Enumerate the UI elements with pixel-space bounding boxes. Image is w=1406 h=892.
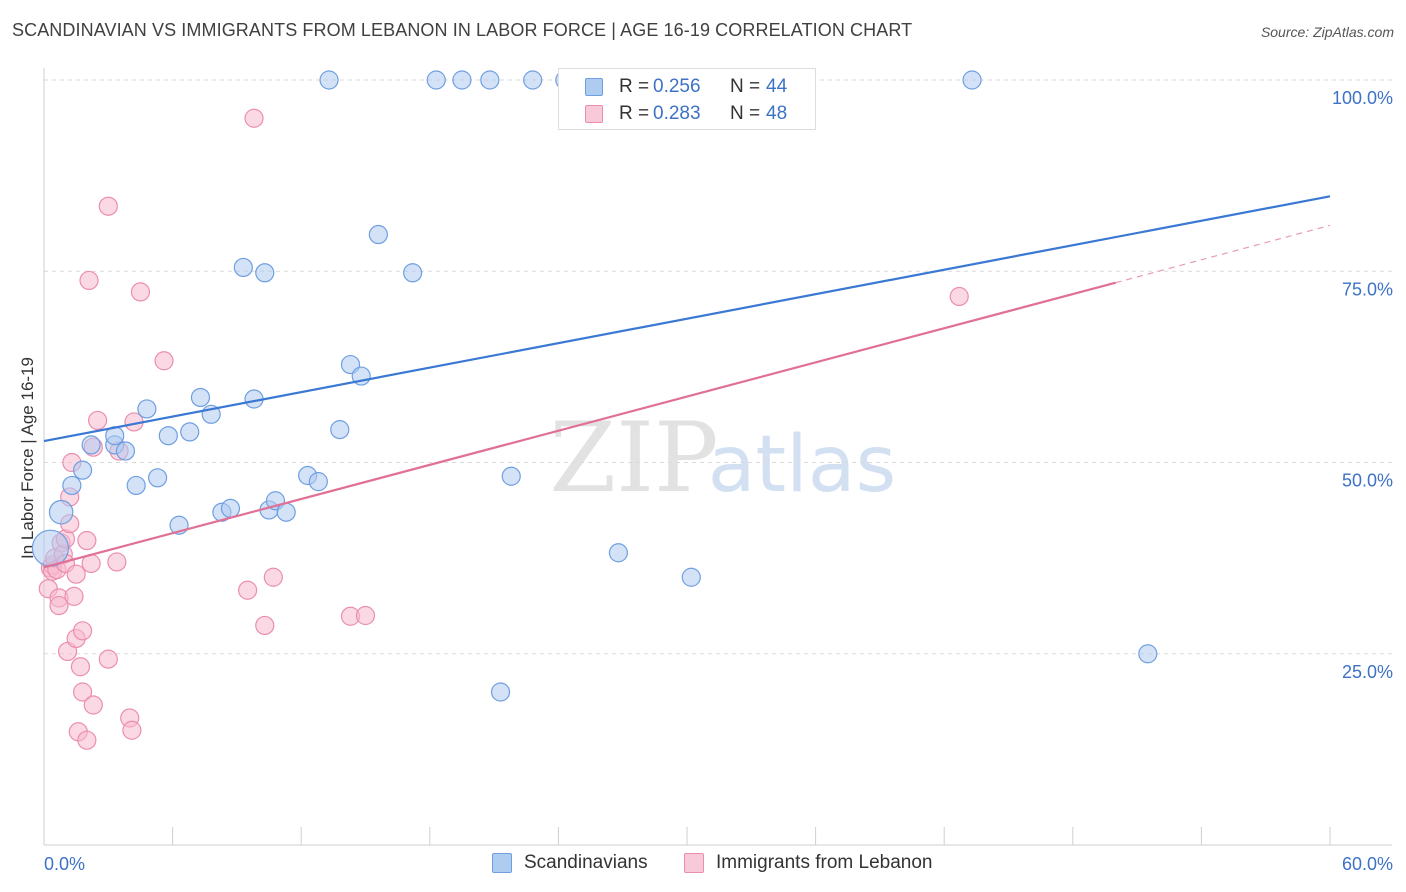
legend-label-scandinavians: Scandinavians bbox=[524, 852, 648, 873]
lebanon-trend-line bbox=[43, 281, 1116, 569]
lebanon-point bbox=[64, 586, 84, 606]
scandinavian-point bbox=[276, 502, 296, 522]
pink-swatch bbox=[585, 105, 603, 123]
scandinavian-point bbox=[681, 567, 701, 587]
lebanon-point bbox=[122, 720, 142, 740]
lebanon-point bbox=[72, 621, 93, 641]
legend-label-lebanon: Immigrants from Lebanon bbox=[716, 852, 933, 873]
scandinavian-point bbox=[608, 543, 629, 563]
n-label: N = bbox=[730, 76, 761, 97]
scandinavian-point bbox=[48, 499, 74, 525]
r-label: R = bbox=[619, 76, 650, 97]
y-tick-label: 75.0% bbox=[1342, 279, 1393, 299]
scandinavian-point bbox=[480, 70, 500, 90]
scandinavian-point bbox=[81, 435, 101, 455]
legend-item-lebanon[interactable]: Immigrants from Lebanon bbox=[684, 852, 933, 874]
r-value: 0.283 bbox=[653, 103, 701, 124]
watermark-atlas: atlas bbox=[708, 420, 897, 510]
lebanon-point bbox=[77, 730, 97, 750]
lebanon-point bbox=[244, 108, 264, 128]
stats-legend-box: R = 0.256 N = 44 R = 0.283 N = 48 bbox=[558, 68, 816, 130]
scandinavian-point bbox=[330, 420, 350, 440]
scandinavian-point bbox=[490, 682, 511, 702]
scandinavian-point bbox=[233, 257, 253, 278]
trend-lines bbox=[43, 195, 1331, 569]
scandinavian-point bbox=[220, 498, 241, 518]
legend-blue-swatch bbox=[492, 853, 512, 873]
bottom-legend: Scandinavians Immigrants from Lebanon bbox=[0, 852, 1406, 878]
legend-item-scandinavians[interactable]: Scandinavians bbox=[492, 852, 648, 874]
lebanon-point bbox=[49, 595, 69, 616]
x-tick-label-min: 0.0% bbox=[44, 854, 85, 874]
tick-labels: 25.0% 50.0% 75.0% 100.0% 0.0% 60.0% bbox=[44, 88, 1393, 874]
r-label: R = bbox=[619, 103, 650, 124]
n-label: N = bbox=[730, 103, 761, 124]
x-tick-label-max: 60.0% bbox=[1342, 854, 1393, 874]
n-value: 44 bbox=[766, 76, 788, 97]
scandinavian-point bbox=[158, 426, 178, 446]
lebanon-point bbox=[107, 552, 127, 572]
gridlines bbox=[44, 79, 1392, 655]
lebanon-point bbox=[72, 682, 93, 702]
lebanon-point bbox=[949, 286, 969, 307]
lebanon-point bbox=[263, 567, 283, 587]
axes bbox=[43, 68, 1392, 846]
chart-title: SCANDINAVIAN VS IMMIGRANTS FROM LEBANON … bbox=[12, 20, 913, 40]
scandinavian-point bbox=[147, 468, 168, 488]
scandinavian-point bbox=[115, 441, 136, 461]
lebanon-point bbox=[87, 410, 108, 431]
scandinavian-point bbox=[31, 529, 70, 567]
lebanon-point bbox=[130, 282, 151, 302]
lebanon-point bbox=[83, 695, 103, 715]
lebanon-point bbox=[70, 657, 91, 677]
y-tick-label: 25.0% bbox=[1342, 662, 1393, 682]
scandinavian-point bbox=[452, 70, 472, 90]
scandinavian-point bbox=[426, 70, 446, 90]
scandinavian-point bbox=[962, 70, 982, 90]
lebanon-point bbox=[355, 605, 376, 626]
lebanon-point bbox=[98, 649, 118, 669]
legend-pink-swatch bbox=[684, 853, 704, 873]
scandinavian-point bbox=[255, 263, 275, 283]
scandinavian-point bbox=[403, 263, 423, 283]
lebanon-point bbox=[77, 530, 97, 551]
scandinavian-point bbox=[501, 466, 521, 486]
lebanon-point bbox=[98, 196, 118, 216]
scandinavian-point bbox=[180, 422, 200, 442]
source-label: Source: ZipAtlas.com bbox=[1260, 24, 1394, 40]
lebanon-trend-extension bbox=[1115, 224, 1331, 284]
scandinavian-point bbox=[190, 387, 211, 408]
scandinavian-point bbox=[1138, 644, 1158, 664]
scandinavian-point bbox=[319, 70, 339, 90]
blue-swatch bbox=[585, 78, 603, 96]
y-tick-label: 100.0% bbox=[1332, 88, 1393, 108]
lebanon-point bbox=[154, 351, 174, 371]
scandinavian-point bbox=[137, 399, 157, 419]
r-value: 0.256 bbox=[653, 76, 701, 97]
scandinavian-point bbox=[368, 224, 388, 245]
scandinavian-point bbox=[62, 475, 82, 496]
scandinavian-point bbox=[126, 475, 146, 496]
scandinavian-point bbox=[523, 70, 543, 90]
scandinavian-trend-line bbox=[43, 195, 1331, 443]
lebanon-point bbox=[238, 580, 258, 600]
scandinavian-series bbox=[31, 70, 1158, 702]
scandinavian-point bbox=[72, 460, 93, 480]
lebanon-point bbox=[79, 270, 99, 291]
scandinavian-point bbox=[308, 472, 328, 492]
watermark-zip: ZIP bbox=[549, 402, 718, 514]
lebanon-point bbox=[66, 564, 86, 584]
lebanon-point bbox=[255, 615, 275, 636]
n-value: 48 bbox=[766, 103, 788, 124]
y-tick-label: 50.0% bbox=[1342, 471, 1393, 491]
